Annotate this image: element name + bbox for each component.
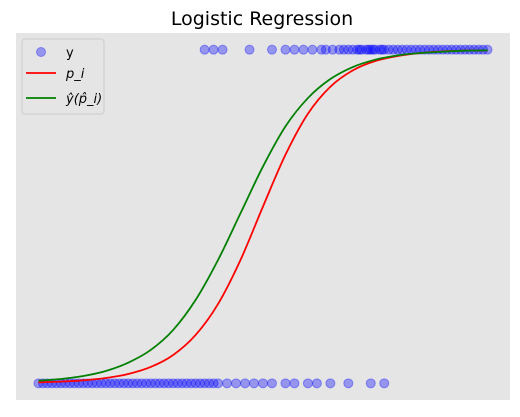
scatter-point-y0-22 — [132, 378, 143, 389]
scatter-point-y1-16 — [352, 44, 363, 55]
legend-label-p: p_i — [65, 67, 85, 82]
scatter-point-y0-38 — [204, 378, 215, 389]
scatter-point-y1-14 — [343, 44, 354, 55]
scatter-point-y0-24 — [141, 378, 152, 389]
scatter-point-y1-28 — [388, 44, 399, 55]
scatter-point-y0-41 — [222, 378, 233, 389]
scatter-point-y1-23 — [370, 44, 381, 55]
scatter-point-y1-2 — [217, 44, 228, 55]
scatter-point-y0-37 — [199, 378, 210, 389]
scatter-point-y1-43 — [455, 44, 466, 55]
scatter-point-y0-23 — [136, 378, 147, 389]
scatter-point-y1-19 — [361, 44, 372, 55]
scatter-point-y1-18 — [356, 44, 367, 55]
scatter-point-y0-31 — [172, 378, 183, 389]
scatter-point-y0-33 — [181, 378, 192, 389]
scatter-point-y1-3 — [244, 44, 255, 55]
scatter-point-y0-50 — [311, 378, 322, 389]
scatter-point-y0-25 — [145, 378, 156, 389]
scatter-point-y1-0 — [199, 44, 210, 55]
scatter-point-y1-6 — [289, 44, 300, 55]
scatter-point-y0-29 — [163, 378, 174, 389]
scatter-point-y1-4 — [266, 44, 277, 55]
scatter-point-y1-20 — [363, 44, 374, 55]
legend-label-yhat: ŷ(p̂_i) — [65, 92, 102, 107]
scatter-point-y0-21 — [127, 378, 138, 389]
scatter-point-y0-42 — [231, 378, 242, 389]
scatter-point-y1-26 — [379, 44, 390, 55]
scatter-point-y1-10 — [320, 44, 331, 55]
scatter-point-y0-17 — [109, 378, 120, 389]
legend: y p_i ŷ(p̂_i) — [21, 38, 105, 115]
scatter-point-y0-35 — [190, 378, 201, 389]
scatter-point-y0-11 — [82, 378, 93, 389]
legend-label-p-text: p_i — [65, 67, 85, 82]
scatter-point-y0-44 — [249, 378, 260, 389]
scatter-point-y1-11 — [327, 44, 338, 55]
scatter-point-y1-17 — [354, 44, 365, 55]
scatter-point-y0-20 — [123, 378, 134, 389]
scatter-point-y0-18 — [114, 378, 125, 389]
scatter-point-y1-8 — [307, 44, 318, 55]
scatter-point-y1-21 — [365, 44, 376, 55]
scatter-point-y0-32 — [177, 378, 188, 389]
scatter-point-y1-25 — [377, 44, 388, 55]
scatter-point-y0-52 — [343, 378, 354, 389]
line-series-yhat — [38, 49, 488, 382]
scatter-point-y0-39 — [208, 378, 219, 389]
line-series — [38, 49, 488, 384]
scatter-point-y0-16 — [105, 378, 116, 389]
scatter-point-y1-7 — [298, 44, 309, 55]
scatter-point-y1-13 — [338, 44, 349, 55]
scatter-point-y0-34 — [186, 378, 197, 389]
scatter-point-y0-51 — [325, 378, 336, 389]
scatter-point-y0-26 — [150, 378, 161, 389]
scatter-point-y0-28 — [159, 378, 170, 389]
scatter-point-y1-24 — [374, 44, 385, 55]
scatter-point-y1-27 — [383, 44, 394, 55]
scatter-point-y0-36 — [195, 378, 206, 389]
scatter-point-y0-19 — [118, 378, 129, 389]
legend-marker-y — [36, 47, 46, 57]
scatter-point-y1-22 — [368, 44, 379, 55]
scatter-point-y0-47 — [280, 378, 291, 389]
scatter-point-y1-9 — [316, 44, 327, 55]
scatter-point-y0-49 — [302, 378, 313, 389]
scatter-point-y0-43 — [240, 378, 251, 389]
scatter-point-y0-48 — [289, 378, 300, 389]
scatter-point-y1-12 — [334, 44, 345, 55]
scatter-point-y0-30 — [168, 378, 179, 389]
scatter-point-y0-54 — [379, 378, 390, 389]
scatter-point-y0-46 — [266, 378, 277, 389]
scatter-point-y1-15 — [347, 44, 358, 55]
legend-box — [21, 38, 105, 115]
legend-label-y: y — [66, 46, 74, 61]
scatter-point-y1-29 — [392, 44, 403, 55]
scatter-point-y0-45 — [258, 378, 268, 389]
scatter-point-y1-5 — [280, 44, 291, 55]
scatter-point-y0-27 — [154, 378, 165, 389]
chart-title: Logistic Regression — [171, 8, 353, 30]
scatter-point-y0-53 — [365, 378, 376, 389]
scatter-point-y1-1 — [208, 44, 219, 55]
scatter-point-y0-40 — [213, 378, 224, 389]
